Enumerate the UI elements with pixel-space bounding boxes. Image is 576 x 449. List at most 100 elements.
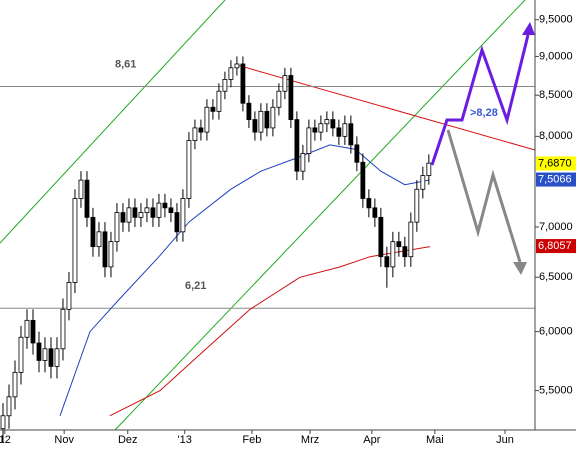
candle-body: [180, 198, 186, 233]
candle-body: [6, 396, 12, 417]
candle-body: [378, 216, 384, 258]
candle-body: [12, 371, 18, 398]
y-tick-label: 6,5000: [539, 271, 573, 283]
candle-body: [366, 198, 372, 209]
candle-body: [276, 90, 282, 108]
candle-body: [324, 119, 330, 125]
candle-body: [30, 319, 36, 344]
candle-body: [108, 241, 114, 268]
candle-body: [132, 207, 138, 218]
horizontal-lines: 8,61 6,21 >8,28: [0, 58, 535, 309]
channel-line: [114, 0, 526, 431]
arrow-head: [513, 262, 527, 275]
candle-body: [426, 162, 432, 177]
candle-body: [222, 79, 228, 92]
y-tick-label: 9,0000: [539, 50, 573, 62]
moving-average: [59, 144, 429, 416]
candle-body: [246, 102, 252, 120]
candle-body: [372, 207, 378, 218]
candle-body: [78, 179, 84, 199]
price-label: 7,6870: [538, 157, 572, 169]
candle-body: [126, 207, 132, 223]
y-tick-label: 7,0000: [539, 221, 573, 233]
bull-arrow: [430, 34, 530, 166]
candle-body: [114, 212, 120, 243]
candle-body: [258, 110, 264, 133]
candle-body: [84, 179, 90, 218]
x-tick-label: '13: [178, 434, 192, 446]
candle-body: [228, 67, 234, 80]
x-tick-label: Jun: [496, 434, 514, 446]
y-tick-label: 9,5000: [539, 14, 573, 26]
moving-average: [109, 246, 431, 417]
candle-body: [54, 348, 60, 367]
candle-body: [90, 216, 96, 248]
candle-body: [318, 123, 324, 133]
candle-body: [234, 63, 240, 69]
candle-body: [96, 231, 102, 248]
candle-body: [288, 75, 294, 120]
candle-body: [342, 123, 348, 137]
y-tick-label: 8,0000: [539, 130, 573, 142]
y-tick-label: 5,5000: [539, 385, 573, 397]
candle-body: [0, 415, 6, 430]
price-label-bg: [536, 172, 576, 187]
candle-body: [60, 308, 66, 350]
candle-body: [36, 342, 42, 361]
price-label-bg: [536, 156, 576, 171]
candle-body: [186, 140, 192, 199]
candle-body: [300, 153, 306, 172]
candle-body: [168, 207, 174, 213]
x-tick-label: Apr: [363, 434, 380, 446]
x-tick-label: Mrz: [301, 434, 319, 446]
candle-body: [396, 241, 402, 248]
candle-body: [48, 348, 54, 367]
candle-body: [240, 63, 246, 104]
candle-body: [354, 144, 360, 163]
candle-body: [198, 127, 204, 133]
candle-body: [18, 336, 24, 373]
candle-body: [72, 198, 78, 283]
candle-body: [66, 282, 72, 310]
projection-arrows: [430, 22, 535, 275]
x-tick-label: Dez: [118, 434, 138, 446]
target-label: >8,28: [470, 107, 498, 119]
x-tick-label: Mai: [426, 434, 444, 446]
candle-body: [216, 90, 222, 112]
candle-body: [24, 319, 30, 338]
candle-body: [420, 175, 426, 190]
candle-body: [336, 127, 342, 137]
candle-body: [174, 212, 180, 233]
bear-arrow: [446, 129, 522, 263]
level-label: 6,21: [185, 280, 206, 292]
candles: [0, 56, 432, 442]
candle-body: [204, 106, 210, 133]
candle-body: [330, 119, 336, 129]
candle-body: [282, 75, 288, 92]
candle-body: [138, 212, 144, 218]
level-label: 8,61: [115, 58, 136, 70]
axes: 5,5000 6,0000 6,5000 7,0000 8,0000 8,5000 9,00…: [0, 14, 576, 446]
channel-line: [0, 0, 226, 244]
candle-body: [294, 119, 300, 172]
candle-body: [144, 207, 150, 213]
candle-body: [150, 207, 156, 218]
candle-body: [162, 202, 168, 209]
candle-body: [264, 110, 270, 129]
candle-body: [42, 348, 48, 361]
price-label: 7,5066: [538, 173, 572, 185]
candle-body: [348, 123, 354, 146]
candle-body: [210, 106, 216, 112]
candle-body: [192, 127, 198, 141]
candle-body: [408, 221, 414, 258]
candle-body: [360, 161, 366, 199]
price-label-bg: [536, 239, 576, 254]
x-tick-label: Nov: [54, 434, 74, 446]
candle-body: [252, 119, 258, 133]
candle-body: [402, 246, 408, 258]
candle-body: [384, 256, 390, 268]
candle-body: [102, 231, 108, 268]
arrow-head: [522, 22, 535, 35]
price-label: 6,8057: [538, 240, 572, 252]
